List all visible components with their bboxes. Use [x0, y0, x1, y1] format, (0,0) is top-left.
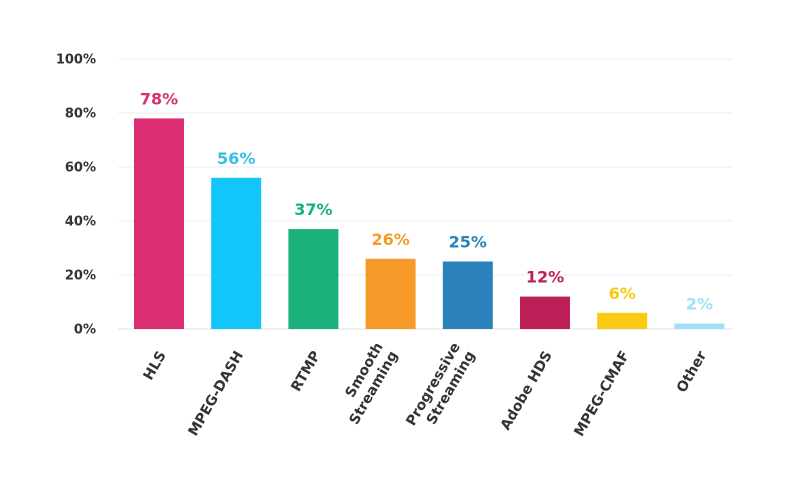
data-label: 6% — [609, 284, 636, 303]
data-label: 25% — [449, 233, 487, 252]
x-axis-categories: HLS MPEG-DASH RTMP SmoothStreaming Progressi… — [141, 340, 711, 439]
y-tick-label: 80% — [65, 107, 96, 122]
gridlines — [118, 58, 733, 330]
y-tick-label: 40% — [65, 215, 96, 230]
bar — [134, 118, 184, 330]
bars — [134, 118, 725, 330]
bar — [520, 296, 570, 329]
y-tick-label: 0% — [74, 323, 96, 338]
bar — [597, 312, 648, 329]
data-label: 12% — [526, 268, 564, 287]
bar — [674, 323, 725, 329]
data-label: 26% — [371, 230, 409, 249]
data-label: 78% — [140, 89, 178, 108]
bar — [442, 261, 493, 329]
bar — [365, 258, 416, 329]
x-category-label: ProgressiveStreaming — [403, 340, 478, 437]
y-tick-label: 20% — [65, 269, 96, 284]
data-label: 2% — [686, 295, 713, 314]
data-label: 56% — [217, 149, 255, 168]
bar — [288, 229, 339, 329]
bar — [211, 177, 262, 329]
y-tick-label: 60% — [65, 161, 96, 176]
x-category-label: Other — [674, 348, 710, 395]
x-category-label: RTMP — [288, 349, 324, 395]
x-category-label: MPEG-DASH — [185, 349, 247, 440]
x-category-label-line: RTMP — [288, 349, 324, 395]
x-category-label: Adobe HDS — [498, 349, 556, 433]
x-category-label: SmoothStreaming — [332, 340, 402, 428]
x-category-label-line: MPEG-DASH — [185, 349, 247, 440]
y-axis-ticks: 0% 20% 40% 60% 80% 100% — [56, 53, 96, 338]
value-labels: 78% 56% 37% 26% 25% 12% 6% 2% — [140, 89, 713, 313]
x-category-label-line: MPEG-CMAF — [571, 349, 633, 440]
x-category-label: MPEG-CMAF — [571, 349, 633, 440]
x-category-label-line: Other — [674, 348, 710, 395]
x-category-label: HLS — [141, 349, 170, 384]
x-category-label-line: HLS — [141, 349, 170, 384]
x-category-label-line: Adobe HDS — [498, 349, 556, 433]
y-tick-label: 100% — [56, 53, 96, 68]
data-label: 37% — [294, 200, 332, 219]
